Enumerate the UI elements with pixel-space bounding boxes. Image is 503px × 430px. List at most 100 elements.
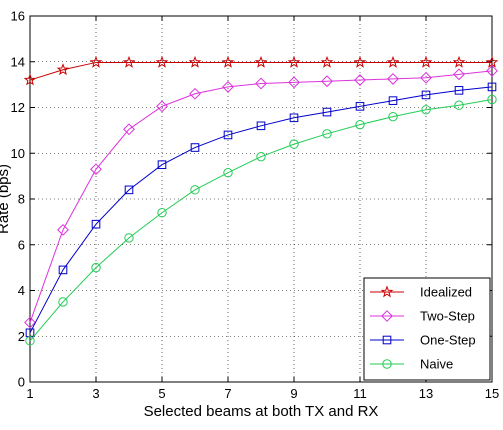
data-point xyxy=(155,55,169,68)
data-point xyxy=(386,55,400,68)
data-point xyxy=(256,121,266,131)
data-point xyxy=(189,87,201,100)
x-tick-label: 5 xyxy=(158,386,165,401)
data-point xyxy=(24,316,36,329)
data-point xyxy=(387,72,399,85)
series-line xyxy=(29,70,493,323)
data-point xyxy=(487,94,497,105)
y-tick-label: 10 xyxy=(11,146,25,161)
y-tick-label: 12 xyxy=(11,100,25,115)
legend-item: One-Step xyxy=(370,333,476,348)
data-point xyxy=(256,151,266,162)
data-point xyxy=(320,55,334,68)
data-point xyxy=(454,86,464,95)
data-point xyxy=(91,219,101,229)
data-point xyxy=(91,262,101,273)
legend-item: Naive xyxy=(370,357,453,372)
data-point xyxy=(486,64,498,77)
series-group xyxy=(23,55,499,346)
data-point xyxy=(25,336,35,346)
y-tick-label: 2 xyxy=(18,329,25,344)
legend-item: Idealized xyxy=(370,285,472,300)
data-point xyxy=(487,82,497,92)
data-point xyxy=(190,185,200,195)
data-point xyxy=(223,167,233,178)
x-tick-label: 1 xyxy=(26,386,33,401)
data-point xyxy=(355,119,365,130)
data-point xyxy=(90,163,102,176)
legend-label: Naive xyxy=(420,357,453,372)
data-point xyxy=(355,102,365,111)
series-line xyxy=(29,86,493,334)
series-naive xyxy=(25,94,497,346)
data-point xyxy=(452,55,466,68)
x-tick-label: 13 xyxy=(419,386,433,401)
data-point xyxy=(420,71,432,84)
data-point xyxy=(454,100,464,110)
data-point xyxy=(157,160,167,169)
data-point xyxy=(221,55,235,68)
data-point xyxy=(321,75,333,88)
series-one-step xyxy=(25,82,497,338)
legend-marker xyxy=(382,335,392,345)
data-point xyxy=(353,55,367,68)
data-point xyxy=(56,63,70,76)
data-point xyxy=(123,123,135,136)
data-point xyxy=(287,55,301,68)
legend-marker xyxy=(382,359,392,369)
data-point xyxy=(223,130,233,140)
data-point xyxy=(453,68,465,81)
data-point xyxy=(288,76,300,89)
data-point xyxy=(190,143,200,152)
data-point xyxy=(58,297,68,307)
data-point xyxy=(58,265,68,275)
y-tick-label: 0 xyxy=(18,375,25,390)
y-tick-label: 6 xyxy=(18,237,25,252)
data-point xyxy=(188,55,202,68)
y-tick-label: 14 xyxy=(11,54,25,69)
data-point xyxy=(156,100,168,113)
data-point xyxy=(289,113,299,123)
data-point xyxy=(289,139,299,149)
legend-item: Two-Step xyxy=(370,309,475,324)
data-point xyxy=(57,223,69,236)
x-tick-label: 3 xyxy=(92,386,99,401)
series-idealized xyxy=(23,55,499,86)
data-point xyxy=(254,55,268,68)
legend-marker xyxy=(381,310,393,322)
data-point xyxy=(354,74,366,86)
data-point xyxy=(419,55,433,68)
data-point xyxy=(485,55,499,68)
legend-label: Two-Step xyxy=(420,309,475,324)
data-point xyxy=(122,55,136,68)
data-point xyxy=(322,129,332,139)
data-point xyxy=(89,55,103,68)
legend-label: One-Step xyxy=(420,333,476,348)
series-line xyxy=(29,61,492,81)
y-tick-label: 4 xyxy=(18,283,25,298)
x-tick-label: 11 xyxy=(353,386,367,401)
x-tick-label: 15 xyxy=(485,386,499,401)
data-point xyxy=(23,73,37,86)
data-point xyxy=(388,96,398,105)
data-point xyxy=(124,233,134,243)
legend-marker xyxy=(380,285,394,298)
data-point xyxy=(322,107,332,117)
data-point xyxy=(421,90,431,100)
x-tick-label: 7 xyxy=(224,386,231,401)
series-two-step xyxy=(24,64,498,329)
data-point xyxy=(421,105,431,115)
legend: Idealized Two-Step One-Step Naive xyxy=(363,277,491,381)
x-axis-label: Selected beams at both TX and RX xyxy=(144,403,379,420)
legend-label: Idealized xyxy=(420,285,472,300)
data-point xyxy=(124,185,134,195)
y-tick-label: 8 xyxy=(18,192,25,207)
data-point xyxy=(388,111,398,122)
data-point xyxy=(157,208,167,218)
series-line xyxy=(29,98,493,342)
data-point xyxy=(255,77,267,90)
data-point xyxy=(222,81,234,93)
y-axis-label: Rate (bps) xyxy=(0,164,12,234)
